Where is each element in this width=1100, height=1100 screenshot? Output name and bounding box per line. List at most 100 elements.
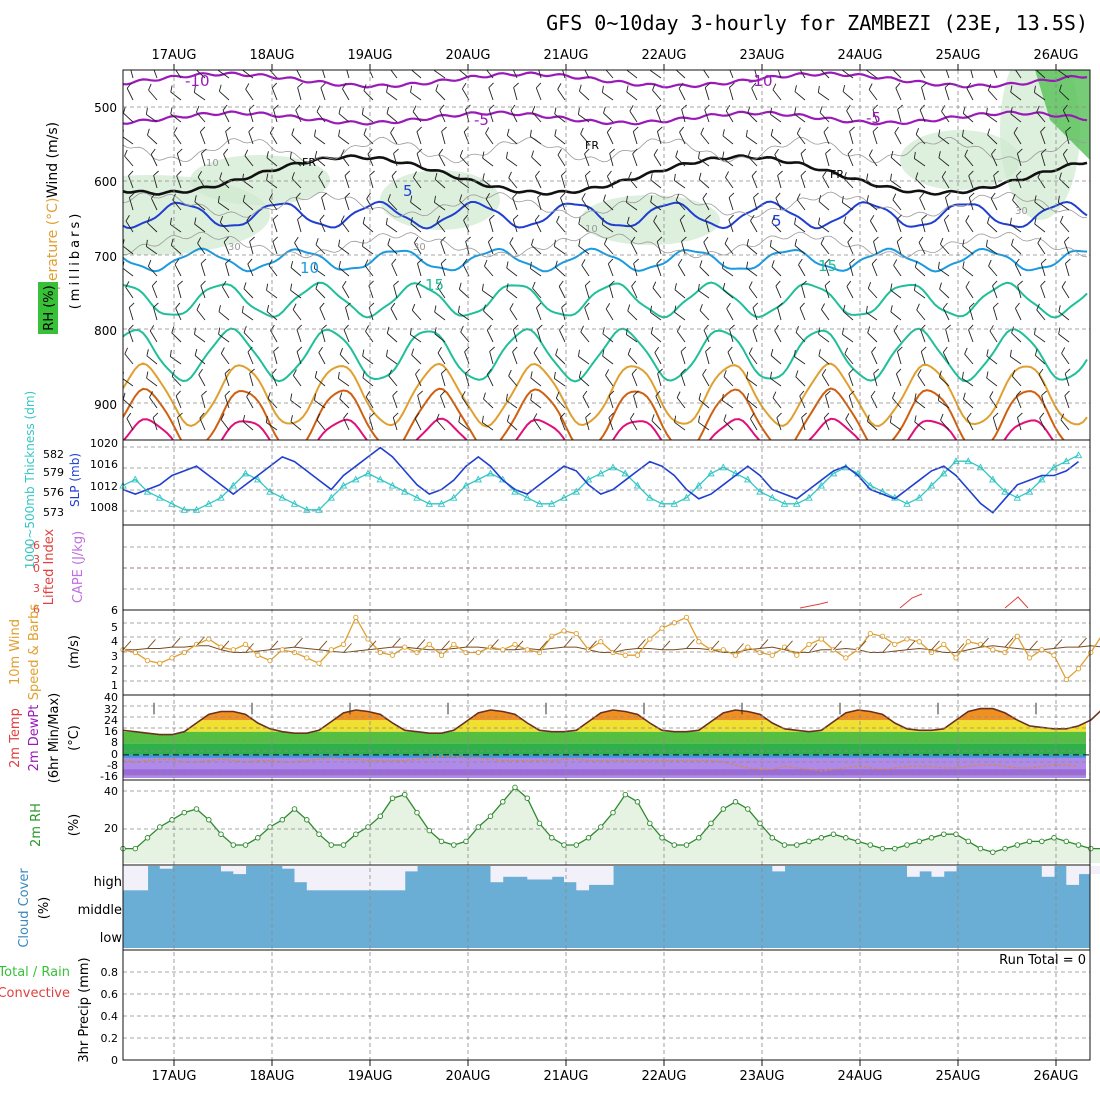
wind-barb-flag (1011, 326, 1014, 334)
wind-barb-staff (290, 399, 302, 409)
wind-barb (224, 368, 231, 387)
li-tick: -3 (29, 553, 40, 566)
wind-barb-flag (385, 217, 388, 225)
thickness-point (364, 469, 372, 477)
wind-barb-staff (848, 373, 854, 387)
wind-barb-flag (726, 302, 731, 309)
wind-barb (1061, 347, 1070, 365)
wind-barb-staff (199, 131, 206, 145)
wind-barb-staff (225, 131, 230, 145)
wind-barb (533, 347, 542, 365)
wind-barb (847, 236, 854, 255)
wind-barb-flag (961, 129, 964, 137)
wind-barb (243, 326, 254, 343)
wind-barb-staff (410, 201, 422, 211)
wind-barb-staff (369, 417, 374, 431)
wind-barb-staff (727, 351, 734, 365)
wind-barb-staff (219, 178, 230, 189)
wind-barb-staff (440, 241, 446, 255)
wind-barb (991, 148, 998, 167)
wind-barb (147, 128, 158, 145)
wind-barb-staff (653, 221, 662, 233)
wind-barb-staff (512, 197, 518, 211)
wind-barb (289, 151, 302, 167)
slp-tick: 1020 (90, 437, 118, 450)
wind-barb-staff (386, 113, 398, 123)
wind-barb-staff (892, 199, 902, 211)
wind-barb-staff (530, 377, 542, 387)
wind-barb-staff (914, 158, 926, 167)
ylabel-speed-barbs: Speed & Barbs (27, 604, 42, 701)
ylabel-rh-pct: (%) (67, 814, 82, 837)
wind-barb (434, 195, 446, 211)
wind-barb-flag (989, 391, 994, 398)
wind-barb-staff (770, 135, 782, 145)
temp-tick: 8 (111, 736, 118, 749)
wind-barb-staff (990, 198, 998, 211)
wind-barb (149, 391, 158, 409)
wind-barb-flag (438, 148, 444, 155)
rh-point (830, 831, 837, 837)
wind-barb-flag (698, 172, 702, 180)
wind-barb-flag (680, 368, 686, 374)
wind-tick: 1 (111, 679, 118, 692)
wind-barb (990, 192, 998, 211)
wind-barb-flag (417, 390, 423, 396)
wind-barb (748, 347, 758, 365)
wind-barb (920, 346, 927, 365)
wind-barb-flag (436, 413, 440, 421)
wind-barb-flag (939, 282, 942, 290)
wind-barb-staff (581, 264, 590, 277)
wind-barb (702, 368, 710, 387)
wind-barb-staff (387, 244, 398, 255)
wind-barb (1064, 390, 1070, 409)
wind-barb-staff (268, 265, 278, 277)
wind-speed-point (475, 649, 481, 656)
wind-barb (868, 149, 878, 167)
wind-barb-staff (795, 332, 806, 343)
wind-barb-flag (489, 346, 495, 352)
wind-barb-staff (681, 241, 686, 255)
wind-barb-flag (652, 281, 657, 289)
wind-barb-staff (314, 135, 326, 145)
wind-barb (170, 107, 182, 123)
wind-barb-staff (968, 197, 974, 211)
wind-barb-flag (774, 324, 779, 331)
thickness-point (633, 481, 642, 489)
temp-mask (123, 697, 1100, 735)
wind-barb-staff (340, 221, 350, 233)
wind-barb (942, 346, 950, 365)
wind-barb (267, 70, 278, 79)
wind-barb (818, 349, 830, 365)
thickness-point (1013, 493, 1022, 501)
wind-barb-flag (561, 170, 567, 176)
wind-barb-staff (465, 109, 470, 123)
wind-barb-staff (390, 308, 398, 321)
wind-barb (413, 236, 422, 255)
rh2m-panel-labels: 2m RH (%) 40 20 (29, 785, 118, 847)
wind-barb-flag (1065, 258, 1071, 264)
wind-barb (628, 171, 638, 189)
wind-barb-staff (392, 395, 398, 409)
wind-barb-staff (992, 417, 998, 431)
wind-barb-staff (362, 245, 374, 255)
wind-speed-point (1039, 647, 1045, 653)
wind-barb (986, 371, 998, 387)
wind-barb (649, 70, 662, 79)
wind-barb (225, 258, 231, 277)
wind-barb (577, 107, 590, 123)
wind-barb-10m (294, 637, 303, 648)
temp-tick: 0 (111, 748, 118, 761)
wind-barb (290, 393, 302, 409)
wind-barb-flag (173, 127, 178, 134)
wind-barb (896, 346, 903, 365)
wind-barb-flag (1060, 215, 1064, 223)
wind-barb (201, 390, 207, 409)
wind-barb-staff (1041, 395, 1046, 409)
wind-barb-staff (752, 307, 758, 321)
wind-barb-staff (314, 377, 326, 387)
wind-barb-flag (702, 368, 707, 375)
wind-barb-flag (866, 173, 869, 181)
wind-barb-flag (559, 412, 566, 419)
run-total: Run Total = 0 (999, 953, 1086, 968)
